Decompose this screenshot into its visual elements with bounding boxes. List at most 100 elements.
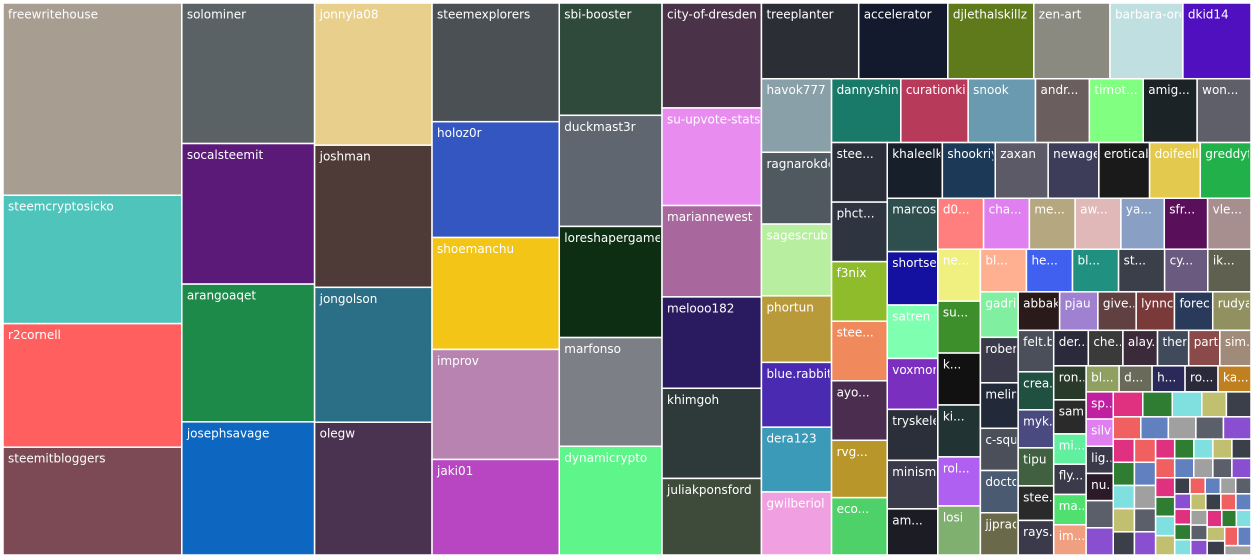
tile-label: rays... bbox=[1023, 525, 1060, 539]
tile-label: freewritehouse bbox=[8, 8, 98, 22]
tile bbox=[1154, 477, 1176, 498]
tile bbox=[1052, 433, 1087, 465]
tile-label: steemitbloggers bbox=[8, 452, 106, 466]
tile bbox=[1154, 457, 1176, 479]
tile-label: barbara-orenya bbox=[1115, 8, 1208, 22]
tile bbox=[1219, 329, 1252, 367]
tile-label: zen-art bbox=[1039, 8, 1082, 22]
tile bbox=[1223, 526, 1239, 547]
tile-label: myk... bbox=[1023, 414, 1060, 428]
tile-label: josephsavage bbox=[186, 426, 270, 440]
tile-label: ron... bbox=[1059, 370, 1090, 384]
tile-label: cy... bbox=[1170, 254, 1193, 268]
tile bbox=[1109, 2, 1184, 80]
tile-label: jonnyla08 bbox=[319, 8, 379, 22]
tile-label: accelerator bbox=[864, 8, 932, 22]
tile-label: h... bbox=[1157, 370, 1176, 384]
tile-label: nu... bbox=[1091, 478, 1118, 492]
tile-label: tryskele bbox=[892, 414, 940, 428]
tile bbox=[1142, 391, 1174, 418]
tile-label: docto... bbox=[985, 475, 1030, 489]
tile bbox=[1085, 499, 1115, 529]
tile bbox=[1112, 507, 1136, 533]
tile-label: ya... bbox=[1126, 203, 1152, 217]
tile bbox=[1173, 457, 1195, 479]
tile bbox=[661, 204, 763, 298]
tile bbox=[1211, 291, 1252, 332]
tile-label: su... bbox=[943, 306, 968, 320]
tile bbox=[431, 120, 561, 239]
tile bbox=[1140, 416, 1170, 440]
tile-label: rudya... bbox=[1218, 296, 1254, 310]
tile-label: zaxan bbox=[1000, 147, 1036, 161]
tile-label: voxmortis bbox=[892, 363, 951, 377]
tile-label: losi bbox=[943, 510, 963, 524]
tile bbox=[1112, 531, 1136, 556]
tile-label: ne... bbox=[943, 254, 969, 268]
tile-label: havok777 bbox=[766, 83, 825, 97]
tile-label: steemexplorers bbox=[437, 8, 530, 22]
tile bbox=[1190, 524, 1208, 541]
tile-label: melin... bbox=[985, 387, 1030, 401]
tile bbox=[937, 456, 982, 507]
tile bbox=[1085, 391, 1115, 420]
tile bbox=[1190, 509, 1208, 526]
tile-label: khaleelk... bbox=[892, 147, 954, 161]
tile-label: ther... bbox=[1163, 335, 1198, 349]
tile-label: sam... bbox=[1059, 404, 1096, 418]
tile-label: ik... bbox=[1213, 254, 1235, 268]
tile bbox=[886, 459, 939, 510]
tile bbox=[1173, 477, 1191, 495]
tile bbox=[1212, 457, 1233, 479]
tile bbox=[1085, 418, 1115, 448]
tile-label: dynamicrypto bbox=[564, 451, 647, 465]
tile-label: ro... bbox=[1190, 370, 1213, 384]
tile-label: satren bbox=[892, 310, 930, 324]
tile-label: fly... bbox=[1059, 469, 1083, 483]
tile bbox=[181, 142, 316, 285]
tile bbox=[1133, 507, 1157, 533]
tile-label: olegw bbox=[320, 427, 356, 441]
tile-label: ragnarokdel bbox=[766, 157, 838, 171]
tile-label: ki... bbox=[943, 409, 965, 423]
tile bbox=[1017, 291, 1061, 332]
tile bbox=[313, 144, 433, 289]
tile-label: city-of-dresden bbox=[667, 8, 757, 22]
tile-label: blue.rabbit bbox=[766, 367, 832, 381]
tile-label: im... bbox=[1059, 529, 1085, 543]
tile bbox=[1221, 509, 1238, 528]
tile-label: ma... bbox=[1059, 499, 1090, 513]
tile-label: r2cornell bbox=[8, 328, 61, 342]
tile-label: stee... bbox=[837, 147, 874, 161]
tile-label: forec... bbox=[1179, 296, 1221, 310]
tile bbox=[1182, 2, 1252, 80]
tile bbox=[1171, 391, 1203, 418]
tile bbox=[1219, 477, 1237, 495]
tile-label: bl... bbox=[1078, 254, 1100, 268]
tile bbox=[937, 505, 982, 556]
tile-label: improv bbox=[437, 354, 479, 368]
tile bbox=[1173, 538, 1192, 556]
tile bbox=[661, 477, 763, 556]
tile-label: solominer bbox=[187, 8, 246, 22]
tile bbox=[1190, 539, 1208, 556]
tile bbox=[1112, 416, 1142, 440]
tile bbox=[1112, 438, 1136, 464]
tile bbox=[979, 336, 1019, 384]
tile bbox=[2, 194, 183, 325]
tile bbox=[1207, 248, 1252, 293]
tile bbox=[1133, 531, 1157, 556]
tile bbox=[886, 197, 939, 253]
tile-label: stee... bbox=[1023, 490, 1060, 504]
tile bbox=[937, 197, 985, 250]
tile bbox=[1154, 515, 1176, 537]
tile-label: pjau bbox=[1065, 296, 1091, 310]
tile-label: felt.b... bbox=[1023, 335, 1066, 349]
tile bbox=[1163, 197, 1209, 250]
tile bbox=[1167, 416, 1197, 440]
tile bbox=[1154, 534, 1176, 556]
tile bbox=[1085, 527, 1115, 556]
tile bbox=[1206, 197, 1252, 250]
tile bbox=[661, 387, 763, 480]
tile bbox=[1196, 77, 1252, 144]
